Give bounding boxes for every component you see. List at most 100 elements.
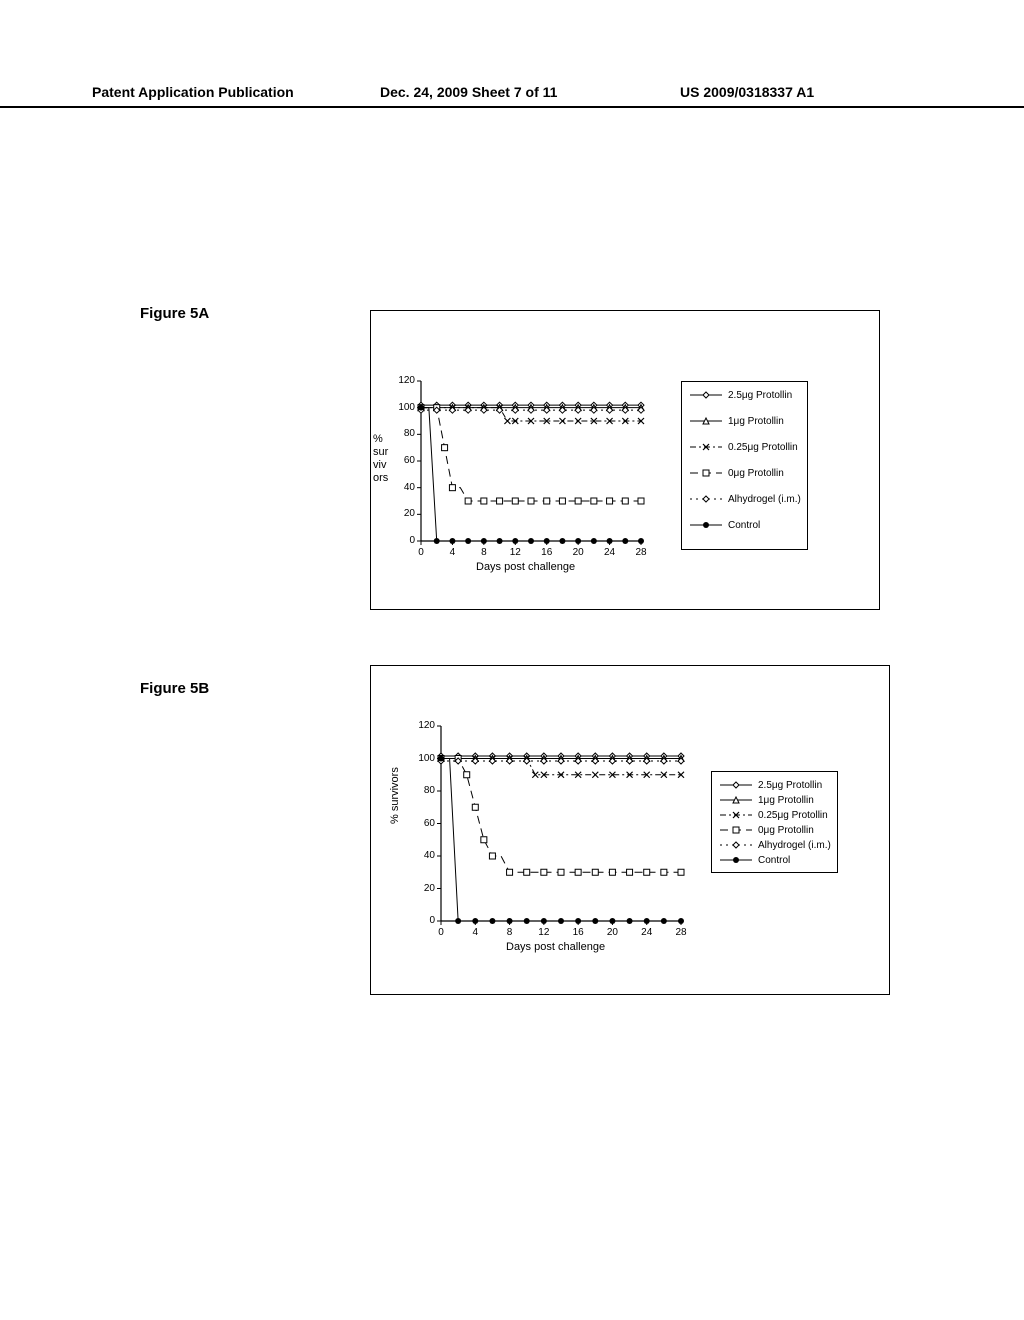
marker-ctrl (528, 538, 534, 544)
marker-ctrl (575, 538, 581, 544)
x-tick-label: 4 (442, 547, 462, 558)
marker-ctrl (455, 918, 461, 924)
marker-ctrl (559, 538, 565, 544)
legend-item-p10: 1μg Protollin (688, 415, 801, 427)
marker-p0 (512, 498, 518, 504)
y-tick-label: 40 (389, 482, 415, 493)
x-tick-label: 8 (500, 927, 520, 938)
legend-label: 2.5μg Protollin (758, 780, 822, 791)
marker-ctrl (418, 405, 424, 411)
marker-p0 (622, 498, 628, 504)
marker-ctrl (678, 918, 684, 924)
marker-ctrl (609, 918, 615, 924)
legend-item-ctrl: Control (688, 519, 801, 531)
marker-ctrl (592, 918, 598, 924)
legend-label: 0μg Protollin (758, 825, 814, 836)
legend-label: 0.25μg Protollin (728, 442, 798, 453)
marker-ctrl (558, 918, 564, 924)
x-tick-label: 20 (602, 927, 622, 938)
marker-p0 (481, 498, 487, 504)
marker-p0 (644, 869, 650, 875)
marker-p0 (541, 869, 547, 875)
legend-item-p025: 0.25μg Protollin (718, 809, 831, 821)
figure-5b-plot-area: 0481216202428020406080100120Days post ch… (441, 726, 681, 921)
x-tick-label: 8 (474, 547, 494, 558)
marker-p0 (472, 804, 478, 810)
marker-p0 (442, 445, 448, 451)
x-tick-label: 16 (537, 547, 557, 558)
header-center: Dec. 24, 2009 Sheet 7 of 11 (380, 84, 557, 100)
marker-ctrl (449, 538, 455, 544)
marker-p0 (559, 498, 565, 504)
legend-label: Alhydrogel (i.m.) (728, 494, 801, 505)
x-tick-label: 28 (671, 927, 691, 938)
figure-5b-legend: 2.5μg Protollin 1μg Protollin 0.25μg Proto… (711, 771, 838, 873)
figure-5b-label: Figure 5B (140, 680, 209, 697)
marker-ctrl (465, 538, 471, 544)
marker-ctrl (575, 918, 581, 924)
y-tick-label: 120 (389, 375, 415, 386)
legend-label: 0.25μg Protollin (758, 810, 828, 821)
x-tick-label: 12 (505, 547, 525, 558)
x-tick-label: 24 (637, 927, 657, 938)
legend-item-alhy: Alhydrogel (i.m.) (688, 493, 801, 505)
marker-p0 (592, 869, 598, 875)
figure-5b-chart: 0481216202428020406080100120Days post ch… (370, 665, 890, 995)
marker-p0 (638, 498, 644, 504)
legend-label: 1μg Protollin (758, 795, 814, 806)
y-tick-label: 100 (409, 753, 435, 764)
marker-ctrl (644, 918, 650, 924)
x-axis-title: Days post challenge (476, 561, 575, 573)
marker-ctrl (622, 538, 628, 544)
y-axis-title: sur (373, 446, 388, 458)
marker-p0 (607, 498, 613, 504)
page-header: Patent Application Publication Dec. 24, … (0, 84, 1024, 108)
marker-p0 (481, 837, 487, 843)
marker-p0 (591, 498, 597, 504)
marker-p0 (575, 498, 581, 504)
marker-p0 (489, 853, 495, 859)
marker-p0 (449, 485, 455, 491)
marker-p0 (678, 869, 684, 875)
legend-label: Control (728, 520, 760, 531)
marker-p0 (465, 498, 471, 504)
y-axis-title: ors (373, 472, 388, 484)
marker-ctrl (638, 538, 644, 544)
marker-p0 (497, 498, 503, 504)
marker-ctrl (591, 538, 597, 544)
marker-p025 (504, 418, 510, 424)
series-ctrl (421, 408, 641, 541)
marker-ctrl (497, 538, 503, 544)
marker-p0 (544, 498, 550, 504)
marker-p0 (507, 869, 513, 875)
y-tick-label: 120 (409, 720, 435, 731)
y-tick-label: 100 (389, 402, 415, 413)
legend-item-p0: 0μg Protollin (718, 824, 831, 836)
marker-ctrl (661, 918, 667, 924)
marker-p0 (558, 869, 564, 875)
marker-ctrl (512, 538, 518, 544)
series-ctrl (441, 759, 681, 922)
x-tick-label: 4 (465, 927, 485, 938)
marker-p0 (464, 772, 470, 778)
marker-p025 (532, 772, 538, 778)
marker-ctrl (627, 918, 633, 924)
legend-label: 2.5μg Protollin (728, 390, 792, 401)
y-tick-label: 80 (409, 785, 435, 796)
legend-item-p0: 0μg Protollin (688, 467, 801, 479)
y-tick-label: 0 (389, 535, 415, 546)
marker-p0 (661, 869, 667, 875)
legend-label: 1μg Protollin (728, 416, 784, 427)
legend-item-p25: 2.5μg Protollin (718, 779, 831, 791)
legend-label: 0μg Protollin (728, 468, 784, 479)
y-tick-label: 60 (389, 455, 415, 466)
x-tick-label: 12 (534, 927, 554, 938)
x-axis-title: Days post challenge (506, 941, 605, 953)
marker-p0 (609, 869, 615, 875)
header-left: Patent Application Publication (92, 84, 294, 100)
marker-p0 (528, 498, 534, 504)
marker-ctrl (434, 538, 440, 544)
header-right: US 2009/0318337 A1 (680, 84, 814, 100)
marker-ctrl (544, 538, 550, 544)
marker-ctrl (472, 918, 478, 924)
